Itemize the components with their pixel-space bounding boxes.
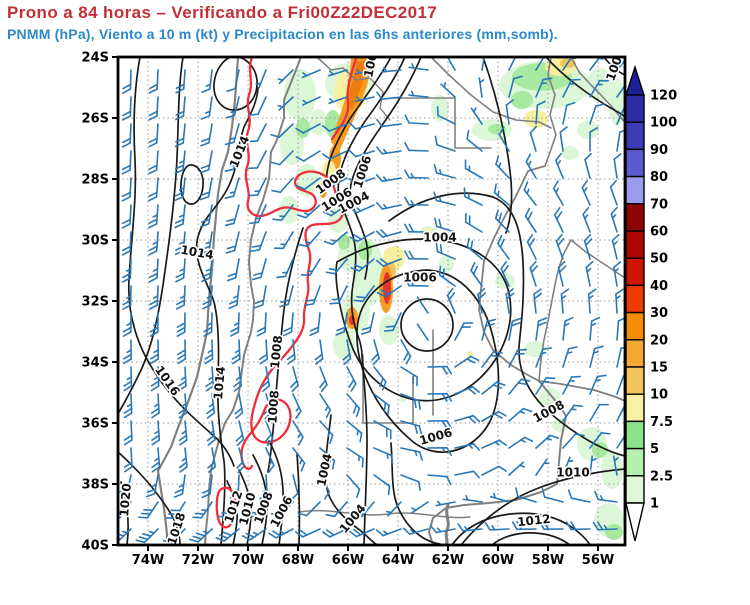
svg-text:5: 5 bbox=[650, 442, 659, 457]
svg-text:28S: 28S bbox=[82, 173, 109, 188]
precip-colorbar: 120 100 90 80 70 60 50 40 30 20 15 10 7.5 5 2.5 1 bbox=[626, 67, 677, 541]
svg-text:1008: 1008 bbox=[268, 335, 285, 370]
svg-text:68W: 68W bbox=[282, 553, 314, 568]
svg-text:2.5: 2.5 bbox=[650, 469, 673, 484]
svg-text:56W: 56W bbox=[582, 553, 614, 568]
svg-text:36S: 36S bbox=[82, 417, 109, 432]
svg-text:90: 90 bbox=[650, 143, 668, 158]
svg-text:1010: 1010 bbox=[556, 466, 589, 480]
svg-text:38S: 38S bbox=[82, 478, 109, 493]
svg-text:1016: 1016 bbox=[152, 363, 183, 398]
svg-text:1008: 1008 bbox=[265, 390, 281, 424]
svg-text:1020: 1020 bbox=[117, 483, 134, 517]
svg-text:120: 120 bbox=[650, 89, 677, 104]
svg-text:34S: 34S bbox=[82, 356, 109, 371]
svg-text:32S: 32S bbox=[82, 295, 109, 310]
svg-text:40S: 40S bbox=[82, 539, 109, 554]
svg-text:58W: 58W bbox=[532, 553, 564, 568]
svg-text:70W: 70W bbox=[232, 553, 264, 568]
svg-text:60: 60 bbox=[650, 225, 668, 240]
latlon-grid bbox=[118, 57, 625, 545]
svg-text:70: 70 bbox=[650, 197, 668, 212]
svg-text:1014: 1014 bbox=[211, 366, 228, 400]
svg-text:20: 20 bbox=[650, 333, 668, 348]
svg-text:100: 100 bbox=[650, 116, 677, 131]
svg-text:1006: 1006 bbox=[361, 43, 382, 79]
svg-text:7.5: 7.5 bbox=[650, 415, 673, 430]
svg-text:50: 50 bbox=[650, 252, 668, 267]
svg-text:1006: 1006 bbox=[403, 271, 436, 285]
svg-text:26S: 26S bbox=[82, 112, 109, 127]
svg-text:72W: 72W bbox=[182, 553, 214, 568]
map-interior: 1014101410141016102010181008100810121010… bbox=[109, 43, 637, 547]
svg-text:1006: 1006 bbox=[351, 154, 375, 190]
svg-text:80: 80 bbox=[650, 170, 668, 185]
svg-text:15: 15 bbox=[650, 361, 668, 376]
svg-text:1004: 1004 bbox=[314, 452, 335, 488]
svg-text:74W: 74W bbox=[132, 553, 164, 568]
svg-text:40: 40 bbox=[650, 279, 668, 294]
svg-text:1004: 1004 bbox=[423, 231, 456, 245]
svg-text:66W: 66W bbox=[332, 553, 364, 568]
svg-text:24S: 24S bbox=[82, 51, 109, 66]
svg-text:60W: 60W bbox=[482, 553, 514, 568]
svg-text:62W: 62W bbox=[432, 553, 464, 568]
svg-text:30: 30 bbox=[650, 306, 668, 321]
svg-text:64W: 64W bbox=[382, 553, 414, 568]
svg-text:10: 10 bbox=[650, 388, 668, 403]
svg-text:1: 1 bbox=[650, 497, 659, 512]
svg-text:30S: 30S bbox=[82, 234, 109, 249]
